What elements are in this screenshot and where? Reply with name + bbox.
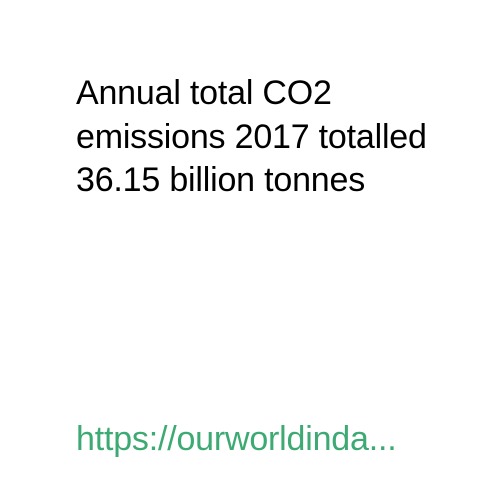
source-link[interactable]: https://ourworldinda...: [76, 420, 397, 458]
fact-statement: Annual total CO2 emissions 2017 totalled…: [76, 74, 427, 199]
